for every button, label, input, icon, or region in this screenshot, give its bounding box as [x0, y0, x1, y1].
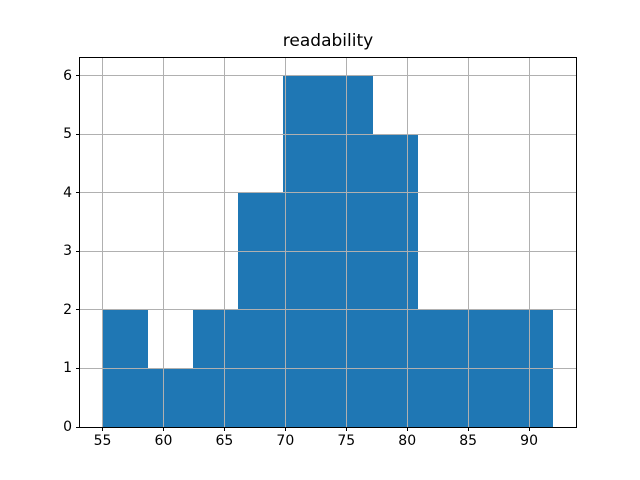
- x-tickmark: [528, 427, 530, 431]
- x-gridline: [406, 58, 408, 427]
- y-tick-label: 0: [63, 419, 72, 435]
- y-tickmark: [76, 133, 80, 135]
- x-gridline: [345, 58, 347, 427]
- x-tick-label: 70: [276, 433, 295, 449]
- y-tickmark: [76, 309, 80, 311]
- x-tick-label: 85: [459, 433, 478, 449]
- y-tick-label: 5: [63, 126, 72, 143]
- y-tick-label: 6: [63, 67, 72, 84]
- x-tick-label: 80: [398, 433, 417, 449]
- x-gridline: [528, 58, 530, 427]
- x-tickmark: [406, 427, 408, 431]
- x-tickmark: [345, 427, 347, 431]
- plot-border: [79, 57, 577, 428]
- y-tick-label: 4: [63, 184, 72, 201]
- y-tickmark: [76, 250, 80, 252]
- x-tickmark: [162, 427, 164, 431]
- y-gridline: [80, 133, 576, 135]
- x-tick-label: 55: [93, 433, 112, 449]
- y-gridline: [80, 192, 576, 194]
- x-tickmark: [223, 427, 225, 431]
- x-gridline: [467, 58, 469, 427]
- y-tickmark: [76, 75, 80, 77]
- y-tickmark: [76, 192, 80, 194]
- chart-title: readability: [282, 31, 374, 51]
- y-tick-label: 1: [63, 360, 72, 377]
- x-tickmark: [102, 427, 104, 431]
- x-tick-label: 75: [337, 433, 356, 449]
- y-tickmark: [76, 367, 80, 369]
- y-gridline: [80, 367, 576, 369]
- x-gridline: [284, 58, 286, 427]
- y-tick-label: 3: [63, 243, 72, 260]
- y-tickmark: [76, 426, 80, 428]
- x-tick-label: 65: [215, 433, 234, 449]
- y-gridline: [80, 250, 576, 252]
- x-gridline: [162, 58, 164, 427]
- x-tick-label: 90: [520, 433, 538, 449]
- x-tickmark: [467, 427, 469, 431]
- histogram-bar: [147, 368, 193, 427]
- y-tick-label: 2: [63, 301, 72, 318]
- x-gridline: [102, 58, 104, 427]
- x-tickmark: [284, 427, 286, 431]
- histogram-bar: [373, 134, 419, 427]
- x-gridline: [223, 58, 225, 427]
- y-gridline: [80, 309, 576, 311]
- y-gridline: [80, 75, 576, 77]
- x-tick-label: 60: [154, 433, 173, 449]
